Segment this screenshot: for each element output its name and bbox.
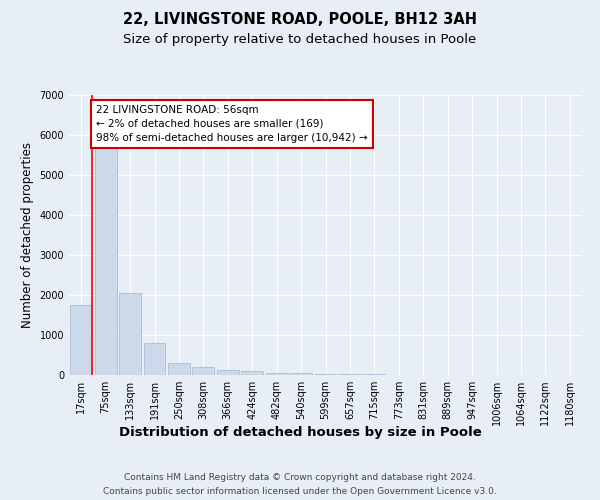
- Bar: [314, 374, 337, 375]
- Bar: [168, 363, 190, 375]
- Bar: [290, 374, 312, 375]
- Text: Contains HM Land Registry data © Crown copyright and database right 2024.: Contains HM Land Registry data © Crown c…: [124, 473, 476, 482]
- Bar: [119, 293, 141, 375]
- Text: 22 LIVINGSTONE ROAD: 56sqm
← 2% of detached houses are smaller (169)
98% of semi: 22 LIVINGSTONE ROAD: 56sqm ← 2% of detac…: [96, 105, 367, 143]
- Text: Contains public sector information licensed under the Open Government Licence v3: Contains public sector information licen…: [103, 486, 497, 496]
- Bar: [143, 343, 166, 375]
- Bar: [193, 368, 214, 375]
- Y-axis label: Number of detached properties: Number of detached properties: [21, 142, 34, 328]
- Bar: [339, 374, 361, 375]
- Bar: [217, 370, 239, 375]
- Bar: [241, 372, 263, 375]
- Bar: [266, 372, 287, 375]
- Text: Size of property relative to detached houses in Poole: Size of property relative to detached ho…: [124, 32, 476, 46]
- Bar: [364, 374, 385, 375]
- Text: Distribution of detached houses by size in Poole: Distribution of detached houses by size …: [119, 426, 481, 439]
- Bar: [70, 305, 92, 375]
- Bar: [95, 145, 116, 375]
- Text: 22, LIVINGSTONE ROAD, POOLE, BH12 3AH: 22, LIVINGSTONE ROAD, POOLE, BH12 3AH: [123, 12, 477, 28]
